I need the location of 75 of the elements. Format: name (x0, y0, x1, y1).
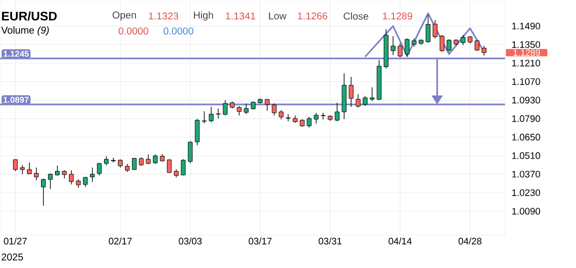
x-tick-label: 01/27 (4, 238, 27, 244)
candlestick (446, 39, 452, 52)
candlestick (208, 106, 214, 123)
candlestick (188, 140, 193, 164)
x-tick-label: 02/17 (108, 238, 132, 244)
annotation: Low (269, 12, 286, 20)
candlestick (404, 38, 410, 58)
y-tick-label: 1.0230 (512, 189, 540, 196)
candlestick (432, 20, 438, 39)
candlestick (334, 102, 340, 122)
candlestick (460, 34, 466, 46)
y-tick-label: 1.1210 (512, 60, 540, 66)
candlestick (104, 156, 109, 166)
y-tick-label: 1.0930 (512, 96, 540, 104)
candlestick (166, 158, 172, 174)
y-tick-label: 1.1350 (512, 41, 540, 48)
x-tick-label: 03/03 (178, 238, 202, 244)
candlestick (68, 170, 74, 185)
candlestick (48, 173, 53, 190)
candlestick (236, 106, 242, 116)
candlestick (194, 118, 200, 146)
annotation: 1.1323 (148, 12, 178, 20)
y-tick-label: 1.1490 (512, 22, 540, 30)
candlestick (272, 103, 277, 116)
ref-line-label: 1.1245 (4, 50, 29, 57)
candlestick (55, 165, 60, 176)
candlestick (146, 154, 151, 165)
annotation: High (194, 11, 214, 21)
x-tick-label: 03/31 (318, 238, 342, 244)
x-tick-label: 04/14 (388, 238, 412, 244)
candlestick (314, 112, 319, 124)
annotation: 1.1289 (382, 12, 412, 20)
candlestick (202, 110, 207, 124)
candlestick (306, 116, 312, 128)
candlestick (34, 167, 39, 181)
annotation: Open (112, 11, 136, 21)
y-tick-label: 1.0090 (512, 208, 540, 215)
candlestick (216, 108, 221, 119)
x-tick-label: 04/28 (458, 238, 482, 244)
candlestick (41, 178, 46, 206)
candlestick (13, 158, 18, 172)
annotation: Close (344, 12, 368, 20)
annotation: 0.0000 (118, 27, 148, 35)
candlestick (474, 40, 480, 52)
annotation: 0.0000 (164, 27, 194, 35)
candlestick (398, 43, 402, 58)
annotation: Volume (9) (1, 26, 49, 36)
candlestick (132, 158, 137, 170)
y-tick-label: 1.1070 (512, 78, 540, 85)
y-tick-label: 1.0370 (512, 170, 540, 178)
candlestick (356, 94, 360, 108)
x-tick-label: 03/17 (248, 238, 272, 244)
candlestick (370, 87, 374, 102)
candlestick (90, 167, 95, 182)
candlestick (362, 96, 368, 106)
candlestick (482, 45, 486, 56)
y-tick-label: 1.0790 (512, 115, 540, 122)
y-tick-label: 1.0650 (512, 134, 540, 140)
candlestick (278, 110, 284, 120)
candlestick (426, 14, 430, 44)
candlestick (96, 162, 102, 176)
text: 2025 (2, 253, 23, 261)
ref-line-label: 1.0897 (4, 96, 29, 103)
y-tick-label: 1.0510 (512, 152, 540, 160)
annotation: 1.1341 (226, 12, 256, 20)
text: 1.1289 (514, 49, 540, 56)
candlestick (390, 36, 396, 56)
candlestick (244, 103, 249, 114)
candlestick (264, 98, 270, 112)
candlestick (348, 76, 354, 108)
annotation: 1.1266 (298, 12, 328, 20)
text: EUR/USD (2, 11, 57, 21)
candlestick (222, 100, 228, 116)
candlestick (180, 158, 186, 176)
candlestick (440, 34, 444, 52)
